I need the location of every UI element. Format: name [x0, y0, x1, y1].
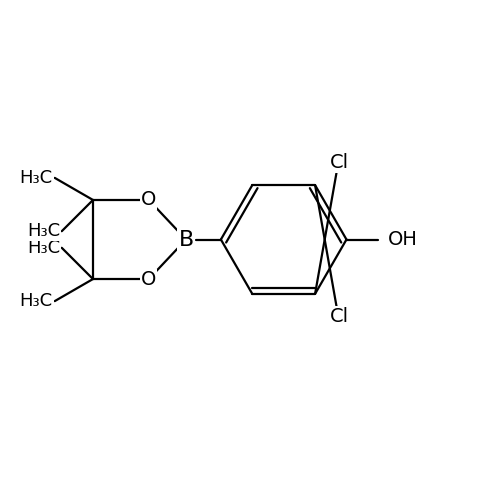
Text: H₃C: H₃C — [27, 239, 60, 257]
Text: Cl: Cl — [330, 153, 349, 172]
Text: O: O — [141, 270, 157, 288]
Text: H₃C: H₃C — [27, 222, 60, 240]
Text: OH: OH — [388, 230, 418, 249]
Text: H₃C: H₃C — [20, 292, 53, 310]
Text: H₃C: H₃C — [20, 169, 53, 187]
Text: Cl: Cl — [330, 307, 349, 326]
Text: O: O — [141, 191, 157, 209]
Text: B: B — [178, 229, 194, 250]
